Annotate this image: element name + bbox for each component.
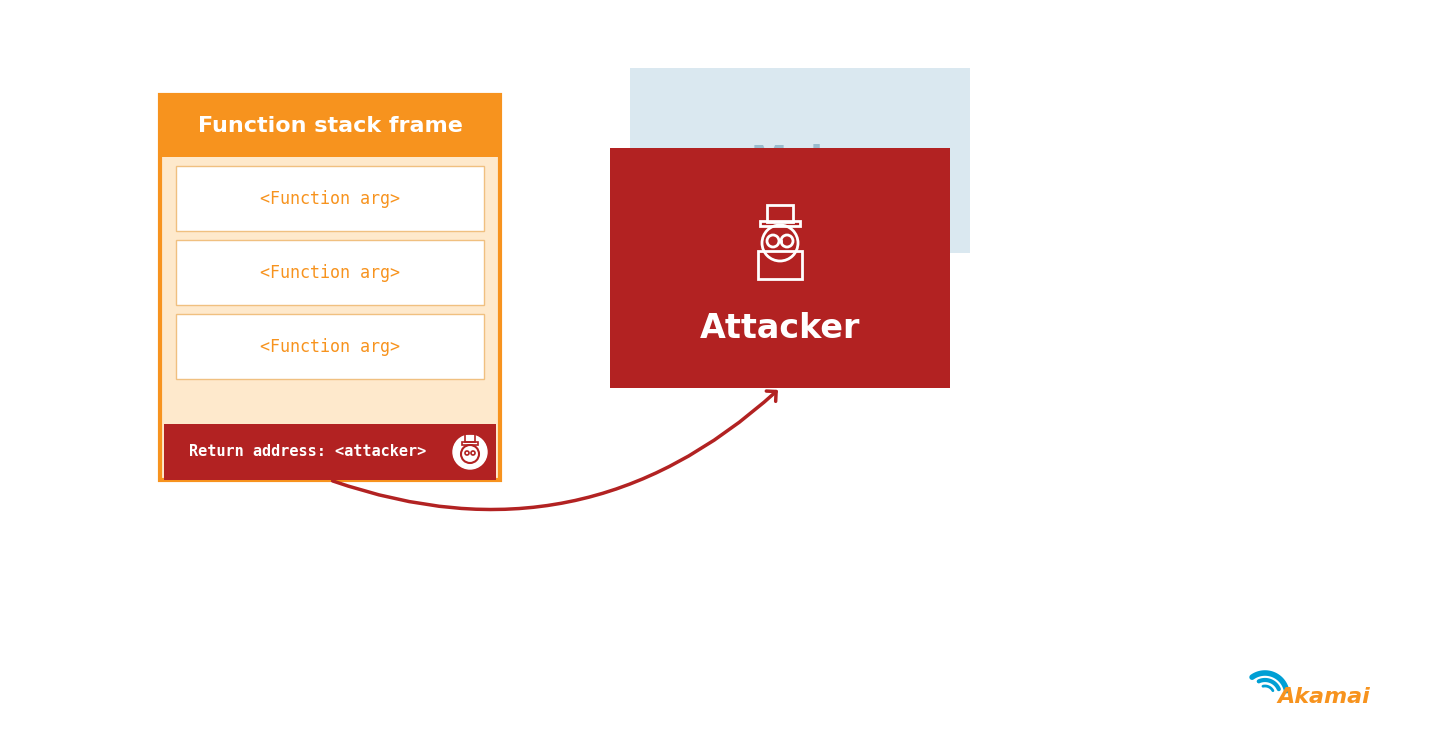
Text: Main: Main [750, 143, 850, 178]
Circle shape [454, 435, 487, 469]
Text: <Function arg>: <Function arg> [261, 190, 400, 208]
FancyBboxPatch shape [160, 95, 500, 480]
Text: <Function arg>: <Function arg> [261, 338, 400, 356]
FancyBboxPatch shape [176, 166, 484, 231]
FancyBboxPatch shape [176, 314, 484, 379]
FancyBboxPatch shape [611, 148, 950, 388]
FancyBboxPatch shape [164, 424, 495, 480]
FancyBboxPatch shape [176, 240, 484, 305]
Text: Return address: <attacker>: Return address: <attacker> [190, 445, 426, 460]
Text: Function stack frame: Function stack frame [197, 116, 462, 136]
Text: Attacker: Attacker [700, 311, 860, 344]
FancyBboxPatch shape [160, 95, 500, 157]
FancyBboxPatch shape [631, 68, 971, 253]
Text: <Function arg>: <Function arg> [261, 263, 400, 281]
Text: Akamai: Akamai [1277, 687, 1369, 707]
